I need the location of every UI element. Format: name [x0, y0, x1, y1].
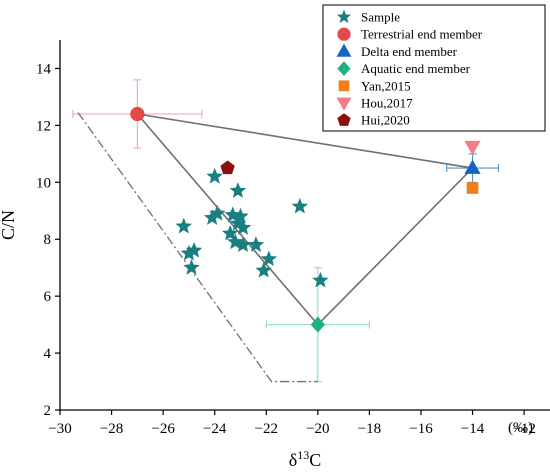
- x-tick-label: −30: [48, 421, 71, 437]
- x-tick-label: −12: [512, 421, 535, 437]
- point-yan-2015: [466, 182, 479, 194]
- point-aquatic-end-member: [310, 316, 325, 333]
- point-delta-end-member: [464, 159, 481, 174]
- legend-label-hui-2020: Hui,2020: [361, 113, 410, 128]
- dashdot-boundary: [77, 112, 318, 383]
- point-sample: [260, 250, 278, 267]
- point-terrestrial-end-member: [130, 106, 145, 122]
- legend: Sample Terrestrial end member Delta end me…: [322, 4, 546, 132]
- legend-box: [322, 4, 546, 132]
- y-ticks: 2 4 6 8 10 12 14: [36, 61, 60, 419]
- y-tick-label: 6: [44, 289, 52, 305]
- point-sample: [312, 271, 329, 288]
- y-tick-label: 10: [36, 175, 51, 191]
- data-points-layer: [130, 106, 481, 333]
- point-sample: [229, 182, 247, 198]
- x-tick-label: −24: [203, 421, 227, 437]
- x-tick-label: −18: [358, 421, 381, 437]
- y-tick-label: 14: [36, 61, 52, 77]
- point-sample: [183, 259, 200, 275]
- x-ticks: −30 −28 −26 −24 −22 −20 −18 −16 −14 −12: [48, 410, 536, 437]
- point-sample: [232, 207, 249, 224]
- legend-marker-hou-2017: [336, 97, 352, 111]
- point-sample: [234, 219, 252, 235]
- legend-marker-yan-2015: [338, 80, 350, 92]
- legend-marker-aquatic-end-member: [337, 61, 351, 77]
- point-sample: [234, 236, 252, 252]
- point-hou-2017: [464, 140, 481, 156]
- legend-label-aquatic-end-member: Aquatic end member: [361, 61, 471, 76]
- x-tick-label: −22: [255, 421, 278, 437]
- x-tick-label: −28: [100, 421, 123, 437]
- x-tick-label: −26: [151, 421, 175, 437]
- y-tick-label: 2: [44, 403, 52, 419]
- y-tick-label: 8: [44, 232, 52, 248]
- x-tick-label: −16: [409, 421, 433, 437]
- plot-frame: [59, 40, 550, 411]
- legend-label-sample: Sample: [361, 10, 400, 25]
- x-axis-title: δ13C: [289, 448, 322, 470]
- point-sample: [221, 224, 239, 241]
- point-sample: [185, 241, 203, 258]
- legend-marker-delta-end-member: [336, 43, 352, 57]
- mixing-lines-layer: [77, 112, 475, 383]
- point-sample: [247, 236, 265, 252]
- y-tick-label: 4: [44, 346, 52, 362]
- point-hui-2020: [220, 160, 235, 175]
- legend-marker-sample: [336, 9, 352, 24]
- point-sample: [229, 214, 247, 231]
- y-axis-title: C/N: [0, 210, 18, 240]
- legend-label-yan-2015: Yan,2015: [361, 78, 411, 93]
- legend-label-hou-2017: Hou,2017: [361, 96, 413, 111]
- point-sample: [209, 204, 226, 221]
- point-sample: [224, 206, 242, 223]
- x-tick-label: −20: [306, 421, 329, 437]
- x-tick-label: −14: [461, 421, 485, 437]
- legend-marker-hui-2020: [337, 113, 351, 126]
- point-sample: [203, 209, 221, 225]
- legend-marker-terrestrial-end-member: [337, 27, 351, 41]
- point-sample: [227, 233, 244, 250]
- x-unit-label: (‰): [508, 420, 533, 436]
- legend-label-terrestrial-end-member: Terrestrial end member: [361, 27, 483, 42]
- y-tick-label: 12: [36, 118, 51, 134]
- x-axis-title-superscript: 13: [297, 448, 309, 462]
- point-sample: [255, 261, 272, 278]
- point-sample: [175, 217, 193, 234]
- legend-label-delta-end-member: Delta end member: [361, 44, 458, 59]
- point-sample: [180, 244, 198, 261]
- mixing-triangle: [135, 112, 475, 326]
- point-sample: [206, 167, 223, 184]
- point-sample: [291, 197, 309, 214]
